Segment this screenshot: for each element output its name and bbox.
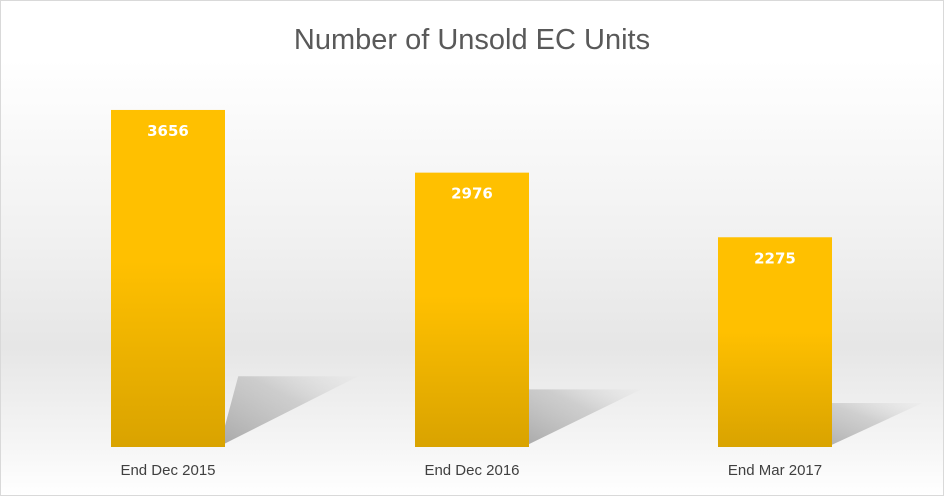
chart-title: Number of Unsold EC Units	[294, 24, 650, 56]
bar-shadow	[521, 389, 642, 447]
category-label: End Mar 2017	[728, 462, 822, 479]
data-labels: 3656 2976 2275	[147, 122, 796, 267]
bars	[111, 109, 832, 447]
category-axis: End Dec 2015 End Dec 2016 End Mar 2017	[120, 462, 822, 479]
bar-shadow	[802, 402, 923, 447]
bar-shadows	[219, 376, 923, 447]
category-label: End Dec 2015	[120, 462, 215, 479]
bar	[415, 172, 529, 447]
bar	[111, 109, 225, 447]
category-label: End Dec 2016	[424, 462, 519, 479]
bar	[718, 237, 832, 447]
data-label: 3656	[147, 122, 189, 140]
data-label: 2275	[754, 249, 796, 267]
data-label: 2976	[451, 185, 493, 203]
bar-shadow	[219, 376, 359, 447]
